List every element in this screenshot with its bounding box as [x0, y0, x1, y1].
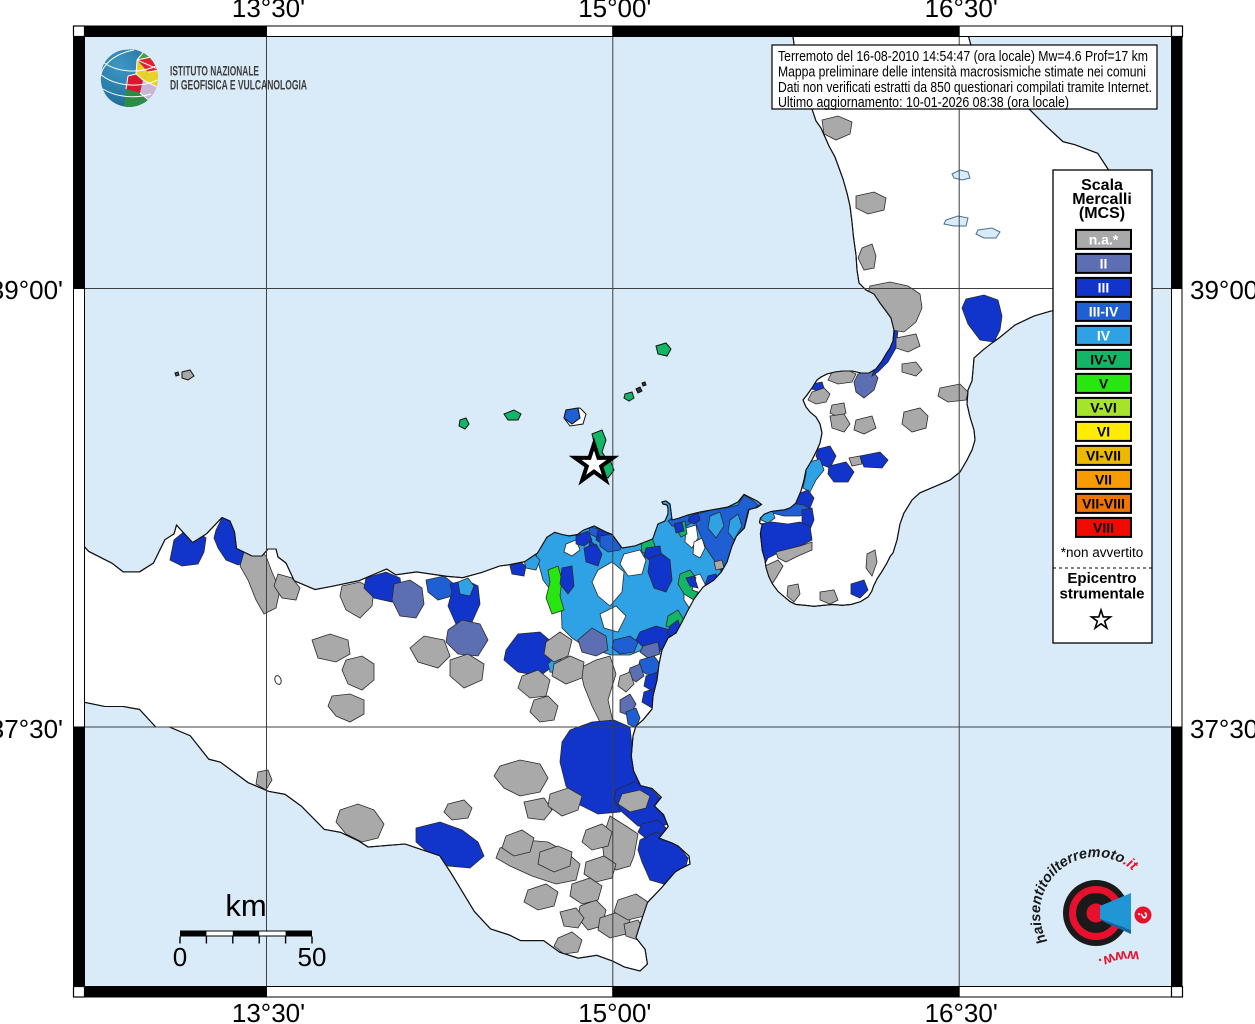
svg-text:*non avvertito: *non avvertito — [1061, 545, 1144, 560]
svg-text:15°00': 15°00' — [578, 0, 651, 23]
svg-text:II: II — [1100, 255, 1108, 271]
svg-text:13°30': 13°30' — [232, 0, 305, 23]
svg-text:39°00': 39°00' — [1190, 275, 1255, 305]
svg-text:Scala: Scala — [1081, 177, 1123, 194]
svg-text:n.a.*: n.a.* — [1089, 231, 1119, 247]
svg-text:V: V — [1099, 375, 1109, 391]
svg-text:ISTITUTO NAZIONALE: ISTITUTO NAZIONALE — [170, 63, 259, 79]
svg-text:IV-V: IV-V — [1090, 351, 1117, 367]
svg-text:16°30': 16°30' — [925, 0, 998, 23]
svg-text:50: 50 — [298, 942, 327, 972]
svg-text:?: ? — [1134, 910, 1150, 920]
svg-text:0: 0 — [173, 942, 187, 972]
svg-text:37°30': 37°30' — [0, 714, 63, 744]
svg-text:VIII: VIII — [1093, 519, 1114, 535]
svg-text:III-IV: III-IV — [1089, 303, 1119, 319]
svg-text:Ultimo aggiornamento: 10-01-20: Ultimo aggiornamento: 10-01-2026 08:38 (… — [778, 94, 1069, 111]
svg-text:Terremoto del 16-08-2010 14:54: Terremoto del 16-08-2010 14:54:47 (ora l… — [778, 48, 1148, 65]
svg-text:VI-VII: VI-VII — [1086, 447, 1121, 463]
svg-text:VII: VII — [1095, 471, 1112, 487]
svg-text:Epicentro: Epicentro — [1067, 570, 1136, 587]
svg-text:km: km — [225, 888, 266, 923]
svg-text:13°30': 13°30' — [232, 998, 305, 1024]
svg-text:III: III — [1098, 279, 1110, 295]
svg-text:15°00': 15°00' — [578, 998, 651, 1024]
svg-text:VI: VI — [1097, 423, 1110, 439]
svg-text:strumentale: strumentale — [1059, 586, 1144, 603]
svg-text:16°30': 16°30' — [925, 998, 998, 1024]
svg-text:IV: IV — [1097, 327, 1111, 343]
svg-text:Mappa preliminare delle intens: Mappa preliminare delle intensità macros… — [778, 63, 1146, 80]
svg-text:(MCS): (MCS) — [1079, 205, 1125, 222]
svg-text:V-VI: V-VI — [1090, 399, 1116, 415]
svg-text:37°30': 37°30' — [1190, 714, 1255, 744]
svg-text:39°00': 39°00' — [0, 275, 63, 305]
svg-text:Dati non verificati estratti d: Dati non verificati estratti da 850 ques… — [778, 79, 1152, 96]
svg-text:Mercalli: Mercalli — [1072, 191, 1132, 208]
svg-text:DI GEOFISICA E VULCANOLOGIA: DI GEOFISICA E VULCANOLOGIA — [170, 77, 307, 93]
svg-text:VII-VIII: VII-VIII — [1082, 495, 1125, 511]
